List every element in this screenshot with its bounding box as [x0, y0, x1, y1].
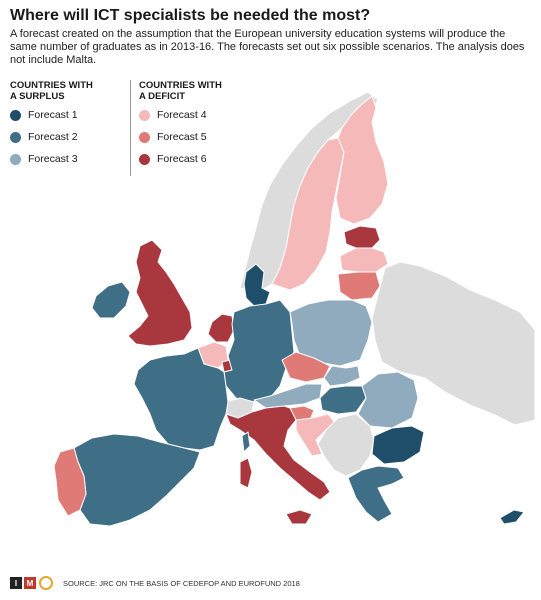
logo-q-icon [39, 576, 53, 590]
publisher-logo: I M [10, 576, 53, 590]
country-estonia [343, 225, 381, 249]
legend-item-forecast-3: Forecast 3 [10, 148, 128, 170]
country-portugal [53, 447, 87, 517]
country-balkans [317, 413, 375, 477]
country-italy-sardinia [239, 457, 253, 489]
country-ireland [91, 281, 131, 319]
source-line: I M SOURCE: JRC ON THE BASIS OF CEDEFOP … [10, 572, 535, 594]
legend-label: Forecast 4 [157, 109, 207, 121]
legend-swatch [139, 131, 150, 143]
legend-label: Forecast 5 [157, 131, 207, 143]
country-spain [73, 433, 201, 527]
country-lithuania [337, 271, 381, 301]
country-germany [223, 299, 295, 403]
legend-item-forecast-2: Forecast 2 [10, 126, 128, 148]
country-bulgaria [371, 425, 425, 465]
page-subtitle: A forecast created on the assumption tha… [10, 28, 525, 66]
country-netherlands [207, 313, 235, 343]
legend-label: Forecast 3 [28, 153, 78, 165]
europe-map [53, 91, 536, 527]
country-latvia [339, 247, 389, 273]
country-france [133, 347, 229, 451]
legend-swatch [139, 109, 150, 121]
country-finland [335, 95, 389, 225]
country-united-kingdom [127, 239, 193, 347]
source-text: SOURCE: JRC ON THE BASIS OF CEDEFOP AND … [63, 578, 300, 588]
legend: COUNTRIES WITH A SURPLUS Forecast 1 Fore… [10, 80, 250, 180]
legend-item-forecast-4: Forecast 4 [139, 104, 257, 126]
country-italy [225, 405, 331, 501]
country-france-corsica [241, 431, 251, 453]
legend-label: Forecast 2 [28, 131, 78, 143]
legend-deficit-heading-line1: COUNTRIES WITH [139, 80, 222, 91]
legend-surplus-heading-line2: A SURPLUS [10, 91, 65, 102]
legend-surplus-heading: COUNTRIES WITH A SURPLUS [10, 80, 128, 104]
legend-surplus-heading-line1: COUNTRIES WITH [10, 80, 93, 91]
logo-letter-m: M [24, 577, 36, 589]
legend-swatch [10, 131, 21, 143]
country-cyprus [499, 509, 525, 525]
country-poland [289, 299, 373, 367]
country-greece [347, 465, 405, 523]
legend-label: Forecast 1 [28, 109, 78, 121]
legend-deficit-column: COUNTRIES WITH A DEFICIT Forecast 4 Fore… [130, 80, 257, 176]
legend-swatch [10, 109, 21, 121]
page-title: Where will ICT specialists be needed the… [10, 7, 371, 24]
logo-letter-d: I [10, 577, 22, 589]
legend-swatch [139, 153, 150, 165]
legend-item-forecast-5: Forecast 5 [139, 126, 257, 148]
country-czechia [281, 351, 331, 383]
country-denmark [243, 263, 271, 307]
country-italy-sicily [285, 509, 313, 525]
legend-deficit-heading-line2: A DEFICIT [139, 91, 186, 102]
country-hungary [319, 385, 367, 415]
legend-label: Forecast 6 [157, 153, 207, 165]
country-croatia [295, 413, 337, 457]
country-non-eu-east [371, 261, 536, 426]
legend-deficit-heading: COUNTRIES WITH A DEFICIT [139, 80, 257, 104]
legend-item-forecast-6: Forecast 6 [139, 148, 257, 170]
legend-surplus-column: COUNTRIES WITH A SURPLUS Forecast 1 Fore… [10, 80, 128, 170]
legend-item-forecast-1: Forecast 1 [10, 104, 128, 126]
legend-swatch [10, 153, 21, 165]
country-slovakia [323, 365, 361, 387]
country-romania [357, 371, 419, 429]
